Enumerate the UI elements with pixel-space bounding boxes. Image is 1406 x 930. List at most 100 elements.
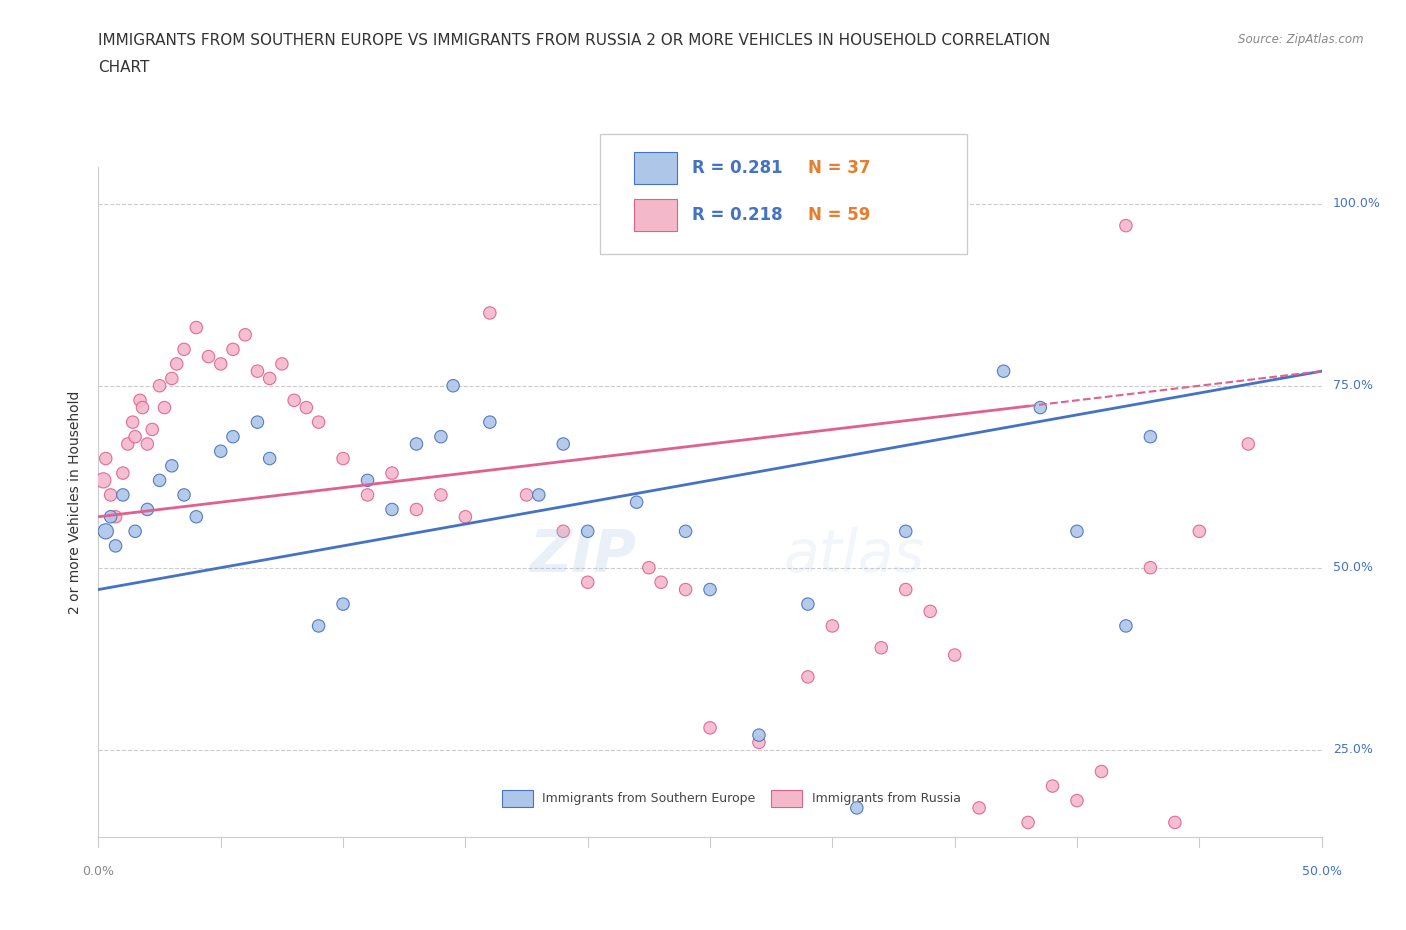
Point (441, 379, 464, 393)
Point (1090, 764, 1112, 779)
Point (637, 560, 661, 575)
Point (1139, 560, 1161, 575)
Text: IMMIGRANTS FROM SOUTHERN EUROPE VS IMMIGRANTS FROM RUSSIA 2 OR MORE VEHICLES IN : IMMIGRANTS FROM SOUTHERN EUROPE VS IMMIG… (98, 33, 1050, 47)
Point (430, 430, 453, 445)
Point (295, 400, 318, 415)
Point (356, 487, 378, 502)
Y-axis label: 2 or more Vehicles in Household: 2 or more Vehicles in Household (69, 391, 83, 614)
Point (160, 458, 183, 473)
Point (675, 524, 697, 538)
Point (104, 538, 127, 553)
Point (478, 306, 501, 321)
Text: CHART: CHART (98, 60, 150, 75)
Point (186, 510, 208, 525)
Point (117, 436, 139, 451)
Point (1139, 430, 1161, 445)
Point (576, 524, 599, 538)
Point (381, 466, 404, 481)
Point (1066, 793, 1088, 808)
Point (111, 466, 134, 481)
Text: 50.0%: 50.0% (1333, 561, 1372, 574)
Point (160, 371, 183, 386)
Text: 75.0%: 75.0% (1333, 379, 1372, 392)
Point (1029, 400, 1052, 415)
Point (1115, 219, 1137, 233)
Point (136, 502, 159, 517)
Point (1188, 524, 1211, 538)
Text: R = 0.281: R = 0.281 (692, 159, 782, 177)
Point (845, 801, 868, 816)
Point (141, 422, 163, 437)
Point (748, 727, 770, 742)
Text: Immigrants from Southern Europe: Immigrants from Southern Europe (543, 792, 755, 805)
Point (1017, 815, 1039, 830)
Point (153, 400, 176, 415)
Point (553, 436, 575, 451)
Point (1066, 524, 1088, 538)
Text: Immigrants from Russia: Immigrants from Russia (811, 792, 960, 805)
Point (356, 473, 378, 488)
Text: R = 0.218: R = 0.218 (692, 206, 782, 224)
Point (197, 349, 219, 364)
Point (186, 320, 208, 335)
Point (209, 444, 232, 458)
Point (222, 430, 245, 445)
Point (131, 400, 153, 415)
Bar (502, 790, 533, 807)
Point (576, 575, 599, 590)
Text: Source: ZipAtlas.com: Source: ZipAtlas.com (1239, 33, 1364, 46)
Point (222, 342, 245, 357)
Text: 50.0%: 50.0% (1302, 865, 1341, 878)
Text: atlas: atlas (783, 527, 924, 584)
Point (173, 487, 195, 502)
Text: 100.0%: 100.0% (1333, 197, 1381, 210)
Point (821, 618, 844, 633)
Point (100, 510, 122, 525)
Point (381, 502, 404, 517)
Point (920, 604, 942, 618)
Text: N = 59: N = 59 (808, 206, 870, 224)
Point (797, 597, 820, 612)
Text: 25.0%: 25.0% (1333, 743, 1372, 756)
Point (94, 451, 117, 466)
Point (993, 364, 1015, 379)
FancyBboxPatch shape (600, 134, 967, 255)
Point (259, 451, 281, 466)
Point (149, 473, 172, 488)
Point (516, 487, 538, 502)
Point (166, 356, 188, 371)
Point (943, 647, 966, 662)
Point (405, 502, 427, 517)
Point (173, 342, 195, 357)
Bar (634, 199, 678, 231)
Point (454, 510, 477, 525)
Point (553, 524, 575, 538)
Text: 0.0%: 0.0% (83, 865, 114, 878)
Bar (634, 152, 678, 184)
Point (527, 487, 550, 502)
Point (136, 436, 159, 451)
Point (111, 487, 134, 502)
Point (104, 510, 127, 525)
Point (124, 430, 146, 445)
Text: N = 37: N = 37 (808, 159, 870, 177)
Point (1042, 778, 1064, 793)
Bar (772, 790, 801, 807)
Point (246, 415, 269, 430)
Point (308, 415, 330, 430)
Point (94, 524, 117, 538)
Point (1237, 436, 1260, 451)
Point (626, 495, 648, 510)
Point (332, 597, 354, 612)
Point (699, 582, 721, 597)
Point (270, 356, 294, 371)
Point (124, 524, 146, 538)
Point (967, 801, 990, 816)
Point (748, 735, 770, 750)
Point (797, 670, 820, 684)
Point (233, 327, 256, 342)
Point (870, 641, 893, 656)
Point (1164, 815, 1187, 830)
Point (650, 575, 672, 590)
Point (675, 582, 697, 597)
